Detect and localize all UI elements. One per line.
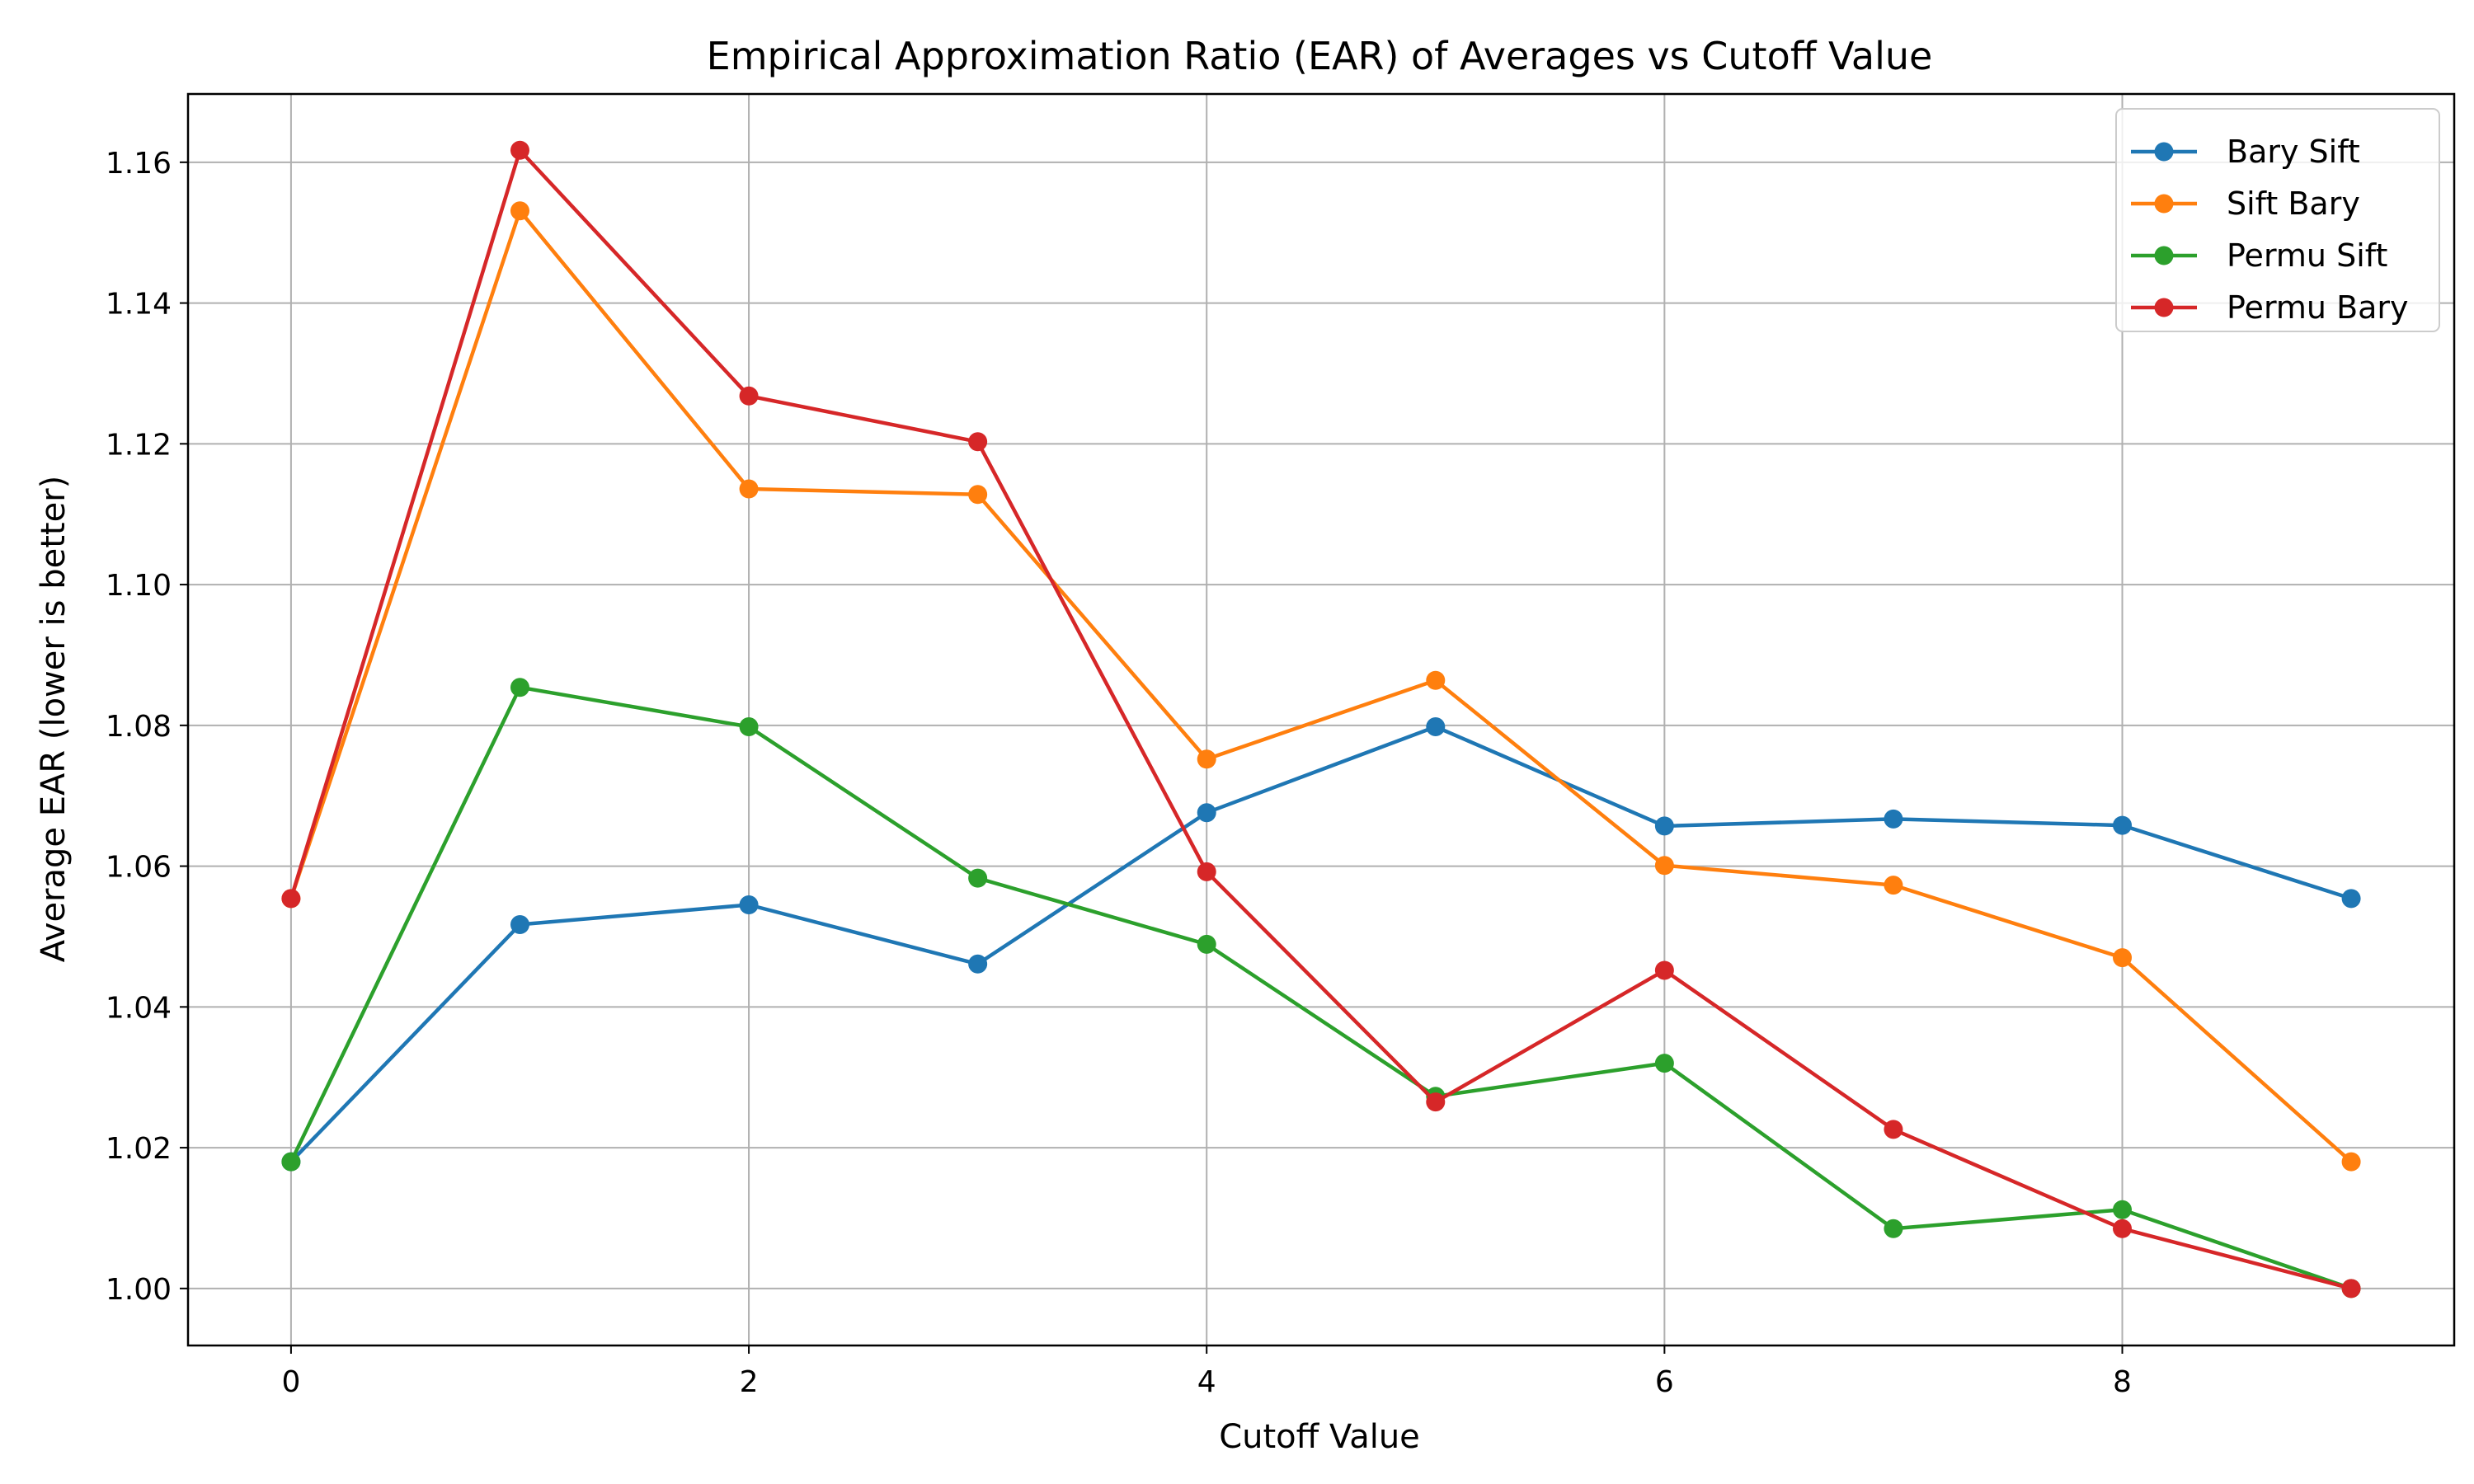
y-tick-label: 1.14 <box>106 288 172 322</box>
y-axis-label: Average EAR (lower is better) <box>35 476 73 963</box>
sift-bary-point <box>510 201 529 221</box>
legend-marker <box>2154 194 2174 214</box>
permu-bary-point <box>968 432 988 452</box>
permu-sift-line <box>289 685 2352 1290</box>
permu-sift-point <box>739 717 759 737</box>
bary-sift-point <box>1197 803 1216 823</box>
legend-marker <box>2154 246 2174 265</box>
sift-bary-point <box>1884 876 1903 895</box>
legend: Bary Sift Sift Bary Permu Sift Permu Bary <box>2115 108 2440 332</box>
permu-bary-point <box>281 889 301 909</box>
legend-entry-permu-bary: Permu Bary <box>2131 289 2409 326</box>
x-tick-label: 2 <box>740 1365 759 1399</box>
permu-sift-point <box>1884 1219 1903 1238</box>
permu-bary-point <box>739 386 759 406</box>
permu-sift-point <box>968 868 988 888</box>
bary-sift-point <box>510 914 529 934</box>
permu-sift-point <box>510 678 529 697</box>
x-tick-label: 0 <box>281 1365 300 1399</box>
y-tick-label: 1.12 <box>106 428 172 462</box>
y-tick-label: 1.06 <box>106 851 172 885</box>
bary-sift-point <box>1654 816 1674 836</box>
legend-entry-permu-sift: Permu Sift <box>2131 237 2387 274</box>
sift-bary-point <box>2113 948 2133 968</box>
permu-bary-point <box>1197 862 1216 881</box>
legend-entry-bary-sift: Bary Sift <box>2131 134 2360 170</box>
permu-bary-point <box>2341 1279 2361 1298</box>
permu-bary-point <box>510 140 529 160</box>
series-permu-bary <box>281 140 2361 1298</box>
bary-sift-point <box>739 895 759 915</box>
sift-bary-point <box>2341 1152 2361 1172</box>
plot-frame <box>186 92 2456 1347</box>
legend-marker <box>2154 298 2174 317</box>
bary-sift-point <box>968 954 988 974</box>
legend-marker <box>2154 142 2174 162</box>
legend-label: Permu Sift <box>2227 237 2387 274</box>
legend-label: Bary Sift <box>2227 134 2360 170</box>
permu-bary-point <box>1426 1092 1446 1112</box>
series-layer <box>281 140 2361 1298</box>
x-tick-label: 8 <box>2113 1365 2132 1399</box>
y-tick-label: 1.04 <box>106 991 172 1025</box>
legend-label: Permu Bary <box>2227 289 2409 326</box>
permu-sift-point <box>2113 1200 2133 1219</box>
sift-bary-point <box>1426 670 1446 690</box>
permu-bary-line <box>289 148 2352 1290</box>
sift-bary-point <box>968 485 988 505</box>
permu-bary-point <box>1884 1120 1903 1139</box>
legend-box <box>2115 108 2440 332</box>
legend-label: Sift Bary <box>2227 186 2360 222</box>
bary-sift-point <box>2113 815 2133 835</box>
y-tick-label: 1.10 <box>106 569 172 603</box>
chart-title: Empirical Approximation Ratio (EAR) of A… <box>707 34 1933 78</box>
permu-bary-point <box>1654 960 1674 980</box>
x-tick-label: 6 <box>1655 1365 1674 1399</box>
permu-sift-point <box>1654 1054 1674 1073</box>
axis-ticks: 0 2 4 6 8 1.00 1.02 1.04 1.06 1.08 1.10 1.12 1.14 1.1… <box>106 147 2132 1399</box>
x-axis-label: Cutoff Value <box>1219 1418 1420 1456</box>
y-tick-label: 1.02 <box>106 1132 172 1166</box>
sift-bary-point <box>739 479 759 499</box>
grid <box>188 94 2454 1345</box>
y-tick-label: 1.08 <box>106 710 172 744</box>
permu-sift-point <box>281 1152 301 1172</box>
legend-entry-sift-bary: Sift Bary <box>2131 186 2360 222</box>
bary-sift-point <box>2341 889 2361 909</box>
permu-sift-point <box>1197 934 1216 954</box>
sift-bary-point <box>1197 749 1216 769</box>
x-tick-label: 4 <box>1197 1365 1216 1399</box>
bary-sift-point <box>1884 809 1903 829</box>
sift-bary-point <box>1654 856 1674 876</box>
y-tick-label: 1.00 <box>106 1273 172 1307</box>
plot-area: 0 2 4 6 8 1.00 1.02 1.04 1.06 1.08 1.10 1.12 1.14 1.1… <box>106 92 2456 1399</box>
bary-sift-point <box>1426 717 1446 737</box>
y-tick-label: 1.16 <box>106 147 172 181</box>
bary-sift-line <box>289 725 2352 1163</box>
permu-bary-point <box>2113 1219 2133 1238</box>
sift-bary-line <box>289 209 2353 1163</box>
